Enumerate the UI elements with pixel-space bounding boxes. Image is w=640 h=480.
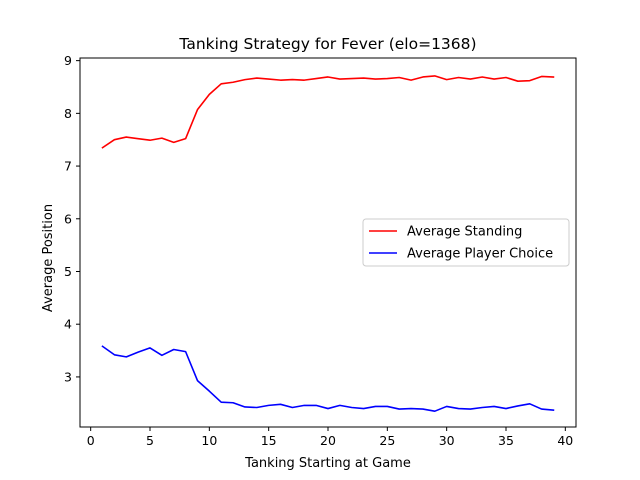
chart-title: Tanking Strategy for Fever (elo=1368) [178, 35, 476, 53]
x-tick-label: 5 [146, 433, 154, 448]
legend-label-2: Average Player Choice [407, 247, 553, 262]
legend-label-1: Average Standing [407, 225, 522, 240]
legend: Average Standing Average Player Choice [362, 218, 570, 267]
x-tick-label: 30 [439, 433, 455, 448]
x-axis-label: Tanking Starting at Game [244, 456, 411, 471]
plot-area: 0 5 10 15 20 25 30 35 40 3 4 5 6 7 8 9 [64, 53, 577, 448]
x-tick-label: 20 [320, 433, 336, 448]
y-tick-label: 5 [64, 264, 72, 279]
y-tick-label: 7 [64, 159, 72, 174]
series-line-2 [101, 345, 555, 412]
x-tick-label: 15 [261, 433, 277, 448]
y-tick-label: 8 [64, 106, 72, 121]
y-tick-label: 9 [64, 53, 72, 68]
x-tick-label: 35 [498, 433, 514, 448]
x-tick-label: 0 [87, 433, 95, 448]
x-tick-label: 40 [557, 433, 573, 448]
y-tick-label: 4 [64, 317, 72, 332]
y-tick-label: 3 [64, 369, 72, 384]
x-tick-label: 10 [201, 433, 217, 448]
legend-box [362, 218, 570, 267]
series-line-1 [101, 75, 555, 149]
y-axis-label: Average Position [41, 204, 56, 312]
y-tick-label: 6 [64, 211, 72, 226]
x-tick-label: 25 [379, 433, 395, 448]
